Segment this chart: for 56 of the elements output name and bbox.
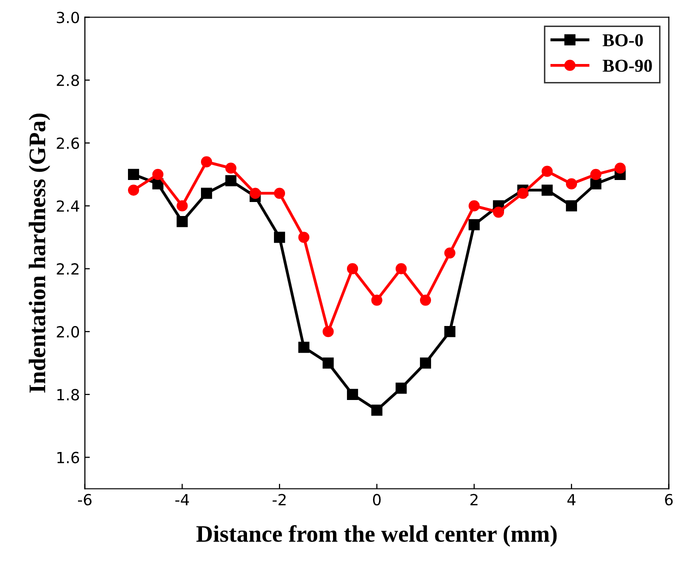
point <box>420 294 432 306</box>
point <box>468 219 480 230</box>
x-tick-label: 0 <box>372 494 381 506</box>
point <box>128 168 140 180</box>
point <box>444 326 456 338</box>
point <box>200 188 212 199</box>
point <box>444 247 456 259</box>
point <box>468 200 480 212</box>
point <box>274 232 286 243</box>
x-tick-label: 6 <box>665 494 673 506</box>
point <box>542 166 553 177</box>
point <box>298 232 310 243</box>
point <box>590 178 602 190</box>
point <box>396 263 407 274</box>
x-axis-title: Distance from the weld center (mm) <box>196 525 557 547</box>
point <box>346 263 358 274</box>
point <box>492 206 504 218</box>
y-tick-label: 2.2 <box>56 263 78 275</box>
point <box>371 294 382 306</box>
legend-label: BO-90 <box>602 60 652 72</box>
point <box>225 162 236 174</box>
y-axis-title: Indentation hardness (GPa) <box>28 114 50 393</box>
legend-label: BO-0 <box>602 34 643 46</box>
point <box>298 342 310 353</box>
point <box>396 382 407 394</box>
point <box>346 388 358 400</box>
x-tick-label: -6 <box>78 494 92 506</box>
point <box>274 188 286 199</box>
point <box>176 200 188 212</box>
point <box>590 168 602 180</box>
x-tick-label: 2 <box>470 494 478 506</box>
point <box>152 168 164 180</box>
point <box>542 184 553 196</box>
y-tick-label: 2.6 <box>56 137 80 150</box>
point <box>614 162 626 174</box>
point <box>225 175 236 186</box>
point <box>322 357 334 369</box>
point <box>371 404 382 416</box>
y-tick-label: 3.0 <box>56 12 79 24</box>
y-tick-label: 2.8 <box>56 74 79 86</box>
y-tick-label: 2.4 <box>56 200 80 212</box>
x-tick-label: -4 <box>175 494 189 506</box>
point <box>420 357 432 369</box>
point <box>200 156 212 168</box>
x-tick-label: -2 <box>272 494 286 506</box>
point <box>176 216 188 228</box>
point <box>566 178 578 190</box>
point <box>250 188 261 199</box>
y-tick-label: 1.8 <box>57 388 79 400</box>
y-tick-label: 1.6 <box>57 452 80 464</box>
point <box>566 200 578 212</box>
point <box>517 188 528 199</box>
x-tick-label: 4 <box>567 494 576 506</box>
point <box>322 326 334 338</box>
point <box>128 184 140 196</box>
y-tick-label: 2.0 <box>56 326 79 338</box>
